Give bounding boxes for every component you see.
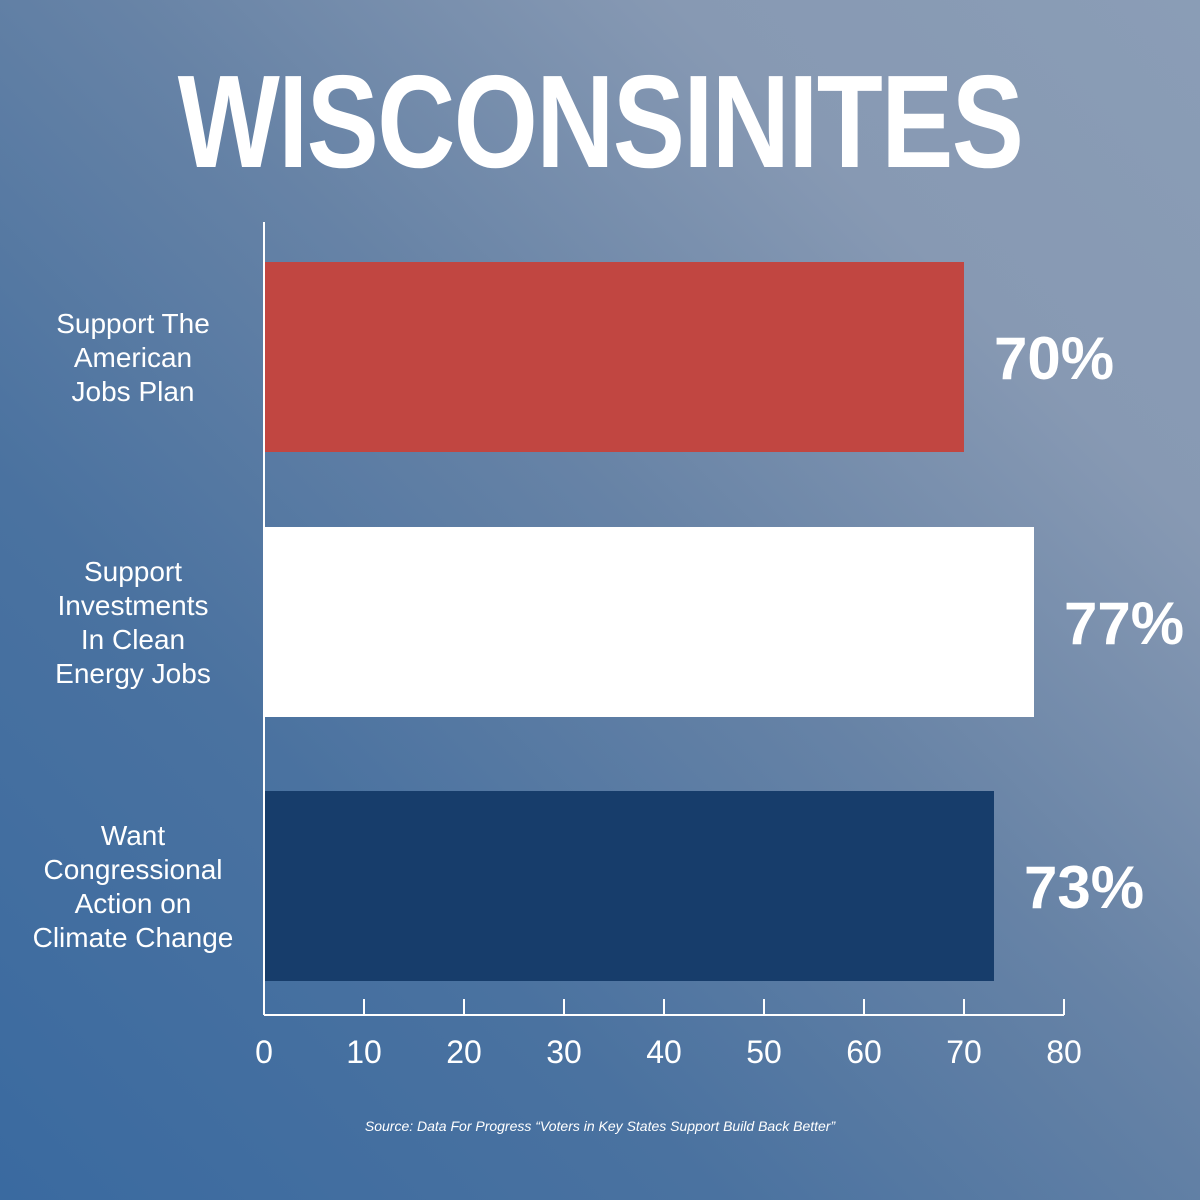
- chart-title: WISCONSINITES: [177, 48, 1024, 195]
- bar-3: [264, 791, 994, 981]
- category-label-1: Support The American Jobs Plan: [56, 308, 210, 407]
- x-tick-label-50: 50: [746, 1034, 782, 1070]
- x-tick-label-20: 20: [446, 1034, 482, 1070]
- source-note: Source: Data For Progress “Voters in Key…: [364, 1118, 836, 1134]
- x-tick-label-40: 40: [646, 1034, 682, 1070]
- value-label-1: 70%: [994, 325, 1114, 392]
- bar-2: [264, 527, 1034, 717]
- bar-1: [264, 262, 964, 452]
- x-tick-label-0: 0: [255, 1034, 273, 1070]
- value-label-3: 73%: [1024, 854, 1144, 921]
- x-tick-label-60: 60: [846, 1034, 882, 1070]
- x-tick-label-80: 80: [1046, 1034, 1082, 1070]
- value-label-2: 77%: [1064, 590, 1184, 657]
- category-label-2: Support Investments In Clean Energy Jobs: [55, 556, 211, 689]
- x-tick-label-10: 10: [346, 1034, 382, 1070]
- category-label-3: Want Congressional Action on Climate Change: [33, 820, 234, 953]
- x-tick-label-70: 70: [946, 1034, 982, 1070]
- x-tick-label-30: 30: [546, 1034, 582, 1070]
